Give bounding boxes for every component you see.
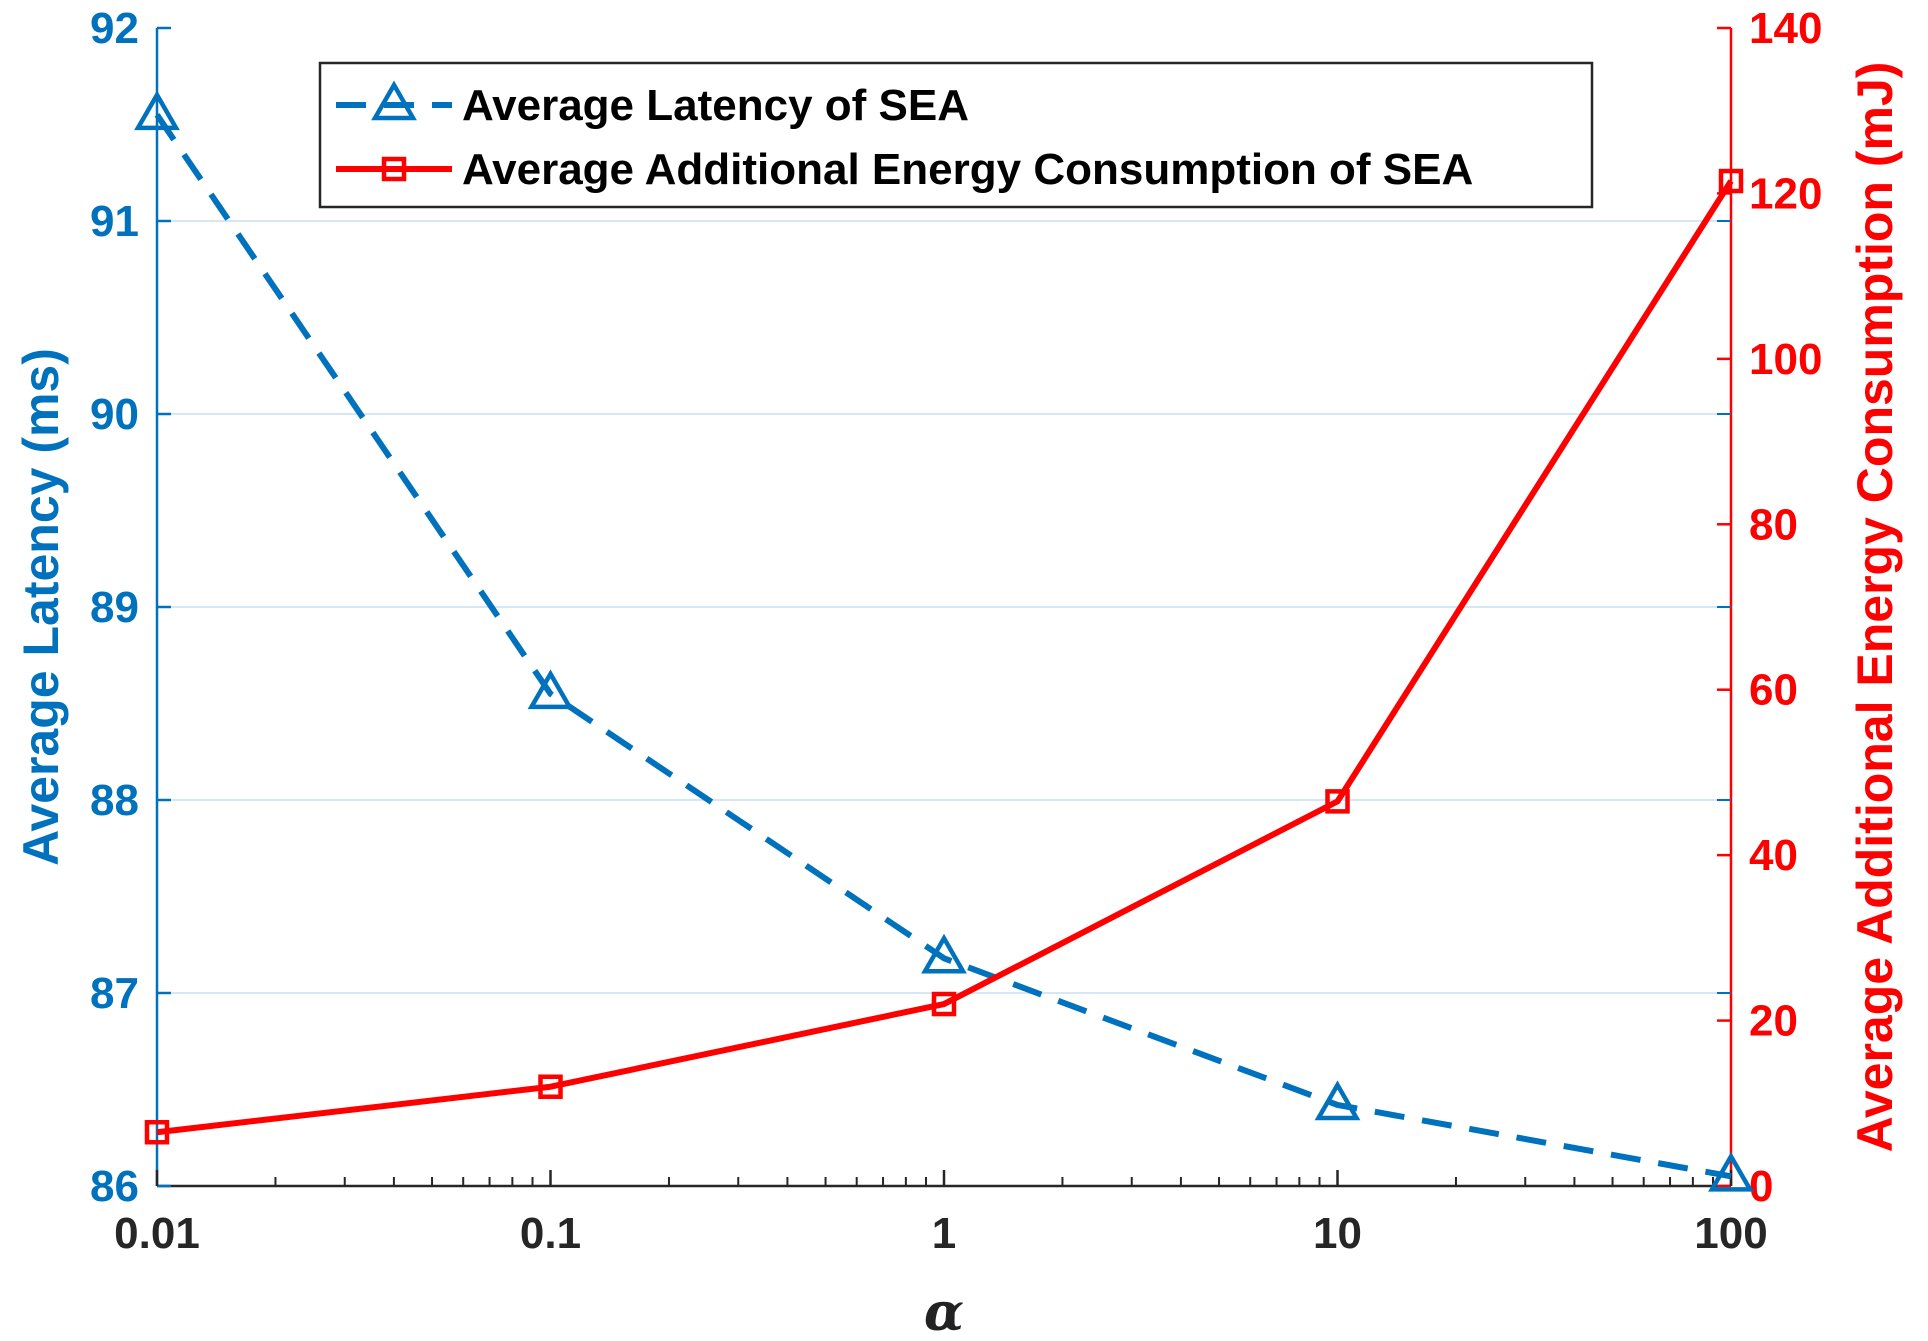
y-right-tick-label-1: 20 bbox=[1749, 997, 1798, 1046]
x-tick-label-0: 0.01 bbox=[114, 1209, 200, 1258]
series-1-point-2 bbox=[931, 991, 957, 1017]
y-axis-left-label: Average Latency (ms) bbox=[13, 348, 69, 866]
series-1-point-4 bbox=[1718, 168, 1744, 194]
y-left-tick-label-4: 90 bbox=[90, 390, 139, 439]
legend-label-1: Average Additional Energy Consumption of… bbox=[462, 145, 1473, 194]
legend-marker-0 bbox=[371, 80, 417, 121]
y-left-tick-label-0: 86 bbox=[90, 1162, 139, 1211]
y-left-tick-label-3: 89 bbox=[90, 583, 139, 632]
series-line-1 bbox=[156, 179, 1734, 1136]
y-right-tick-label-6: 120 bbox=[1749, 169, 1822, 218]
legend-marker-1 bbox=[381, 156, 407, 182]
series-line-0 bbox=[154, 113, 1732, 1180]
grid-lines bbox=[157, 220, 1731, 994]
legend-box bbox=[318, 61, 1594, 209]
y-left-tick-label-2: 88 bbox=[90, 776, 139, 825]
legend: Average Latency of SEA Average Additional… bbox=[318, 61, 1594, 209]
y-axis-right-label: Average Additional Energy Consumption (m… bbox=[1847, 62, 1903, 1153]
series-1-point-0 bbox=[144, 1119, 170, 1145]
y-right-tick-label-2: 40 bbox=[1749, 831, 1798, 880]
y-left-tick-label-1: 87 bbox=[90, 969, 139, 1018]
x-axis-label: α bbox=[924, 1282, 964, 1341]
series-1-point-1 bbox=[538, 1074, 563, 1099]
series-0-point-0 bbox=[134, 90, 180, 131]
y-right-tick-label-0: 0 bbox=[1749, 1162, 1773, 1211]
y-left-tick-label-6: 92 bbox=[90, 4, 139, 53]
y-right-tick-label-4: 80 bbox=[1749, 500, 1798, 549]
series-0-point-3 bbox=[1314, 1080, 1361, 1121]
series-layer bbox=[134, 90, 1754, 1192]
x-tick-label-2: 1 bbox=[932, 1209, 956, 1258]
x-tick-label-3: 10 bbox=[1313, 1209, 1362, 1258]
series-1-point-3 bbox=[1325, 789, 1350, 814]
y-right-tick-label-7: 140 bbox=[1749, 4, 1822, 53]
y-left-tick-label-5: 91 bbox=[90, 197, 139, 246]
legend-label-0: Average Latency of SEA bbox=[462, 81, 969, 130]
y-right-tick-label-5: 100 bbox=[1749, 335, 1822, 384]
x-tick-label-1: 0.1 bbox=[520, 1209, 581, 1258]
axes: 86 87 88 89 90 91 92 0 20 40 60 80 100 120 140 0.01 0.1 1… bbox=[90, 4, 1822, 1258]
series-0-point-1 bbox=[527, 669, 574, 710]
x-tick-label-4: 100 bbox=[1694, 1209, 1767, 1258]
y-right-tick-label-3: 60 bbox=[1749, 666, 1798, 715]
series-0-point-2 bbox=[921, 933, 967, 974]
series-0-point-4 bbox=[1708, 1151, 1754, 1192]
